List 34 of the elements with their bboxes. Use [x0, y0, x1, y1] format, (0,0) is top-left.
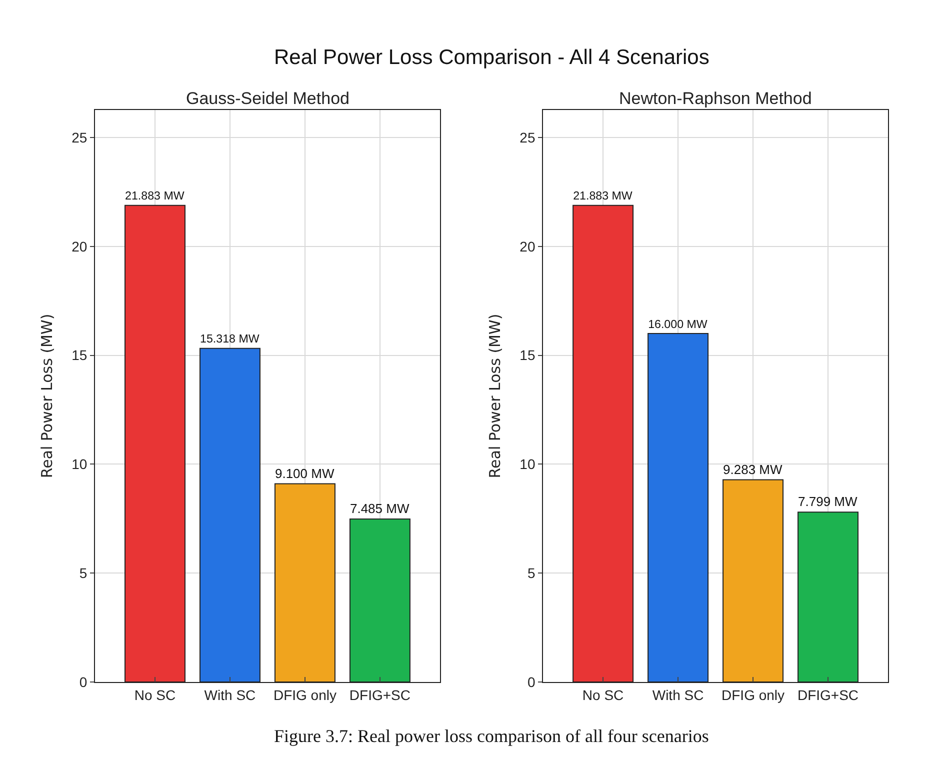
- data-label: 21.883 MW: [573, 190, 632, 203]
- text: Real Power Loss Comparison - All 4 Scenarios: [274, 46, 710, 69]
- y-tick-label: 10: [520, 456, 536, 472]
- y-tick-label: 15: [520, 347, 536, 364]
- y-tick-label: 25: [72, 129, 88, 146]
- data-label: 9.100 MW: [274, 466, 335, 481]
- y-tick-label: 25: [520, 129, 536, 146]
- y-tick-label: 20: [72, 238, 88, 254]
- data-label: 7.799 MW: [798, 494, 858, 510]
- y-axis-title: Real Power Loss (MW): [38, 314, 56, 478]
- y-tick-label: 10: [72, 456, 88, 472]
- y-tick-label: 0: [79, 674, 88, 690]
- chart-title: Newton-Raphson Method: [619, 89, 812, 108]
- data-label: 16.000 MW: [648, 318, 708, 331]
- data-label: 9.283 MW: [723, 462, 784, 477]
- y-tick-label: 0: [527, 674, 536, 690]
- y-tick-label: 5: [527, 564, 536, 581]
- y-tick-label: 5: [79, 564, 88, 581]
- y-tick-label: 15: [72, 347, 88, 364]
- x-tick-label: DFIG only: [722, 686, 785, 703]
- x-tick-label: With SC: [204, 686, 256, 703]
- x-tick-label: No SC: [134, 686, 176, 703]
- chart-title: Gauss-Seidel Method: [186, 89, 350, 108]
- x-tick-label: DFIG+SC: [797, 686, 859, 703]
- caption: Figure 3.7: Real power loss comparison of all four scenarios: [274, 726, 709, 746]
- data-label: 21.883 MW: [125, 190, 184, 203]
- y-axis-title: Real Power Loss (MW): [486, 314, 504, 478]
- x-tick-label: With SC: [652, 686, 704, 703]
- x-tick-label: DFIG only: [273, 686, 336, 703]
- y-tick-label: 20: [520, 238, 536, 254]
- data-label: 15.318 MW: [200, 332, 260, 346]
- x-tick-label: DFIG+SC: [349, 686, 410, 703]
- x-tick-label: No SC: [582, 686, 624, 703]
- data-label: 7.485 MW: [350, 500, 410, 516]
